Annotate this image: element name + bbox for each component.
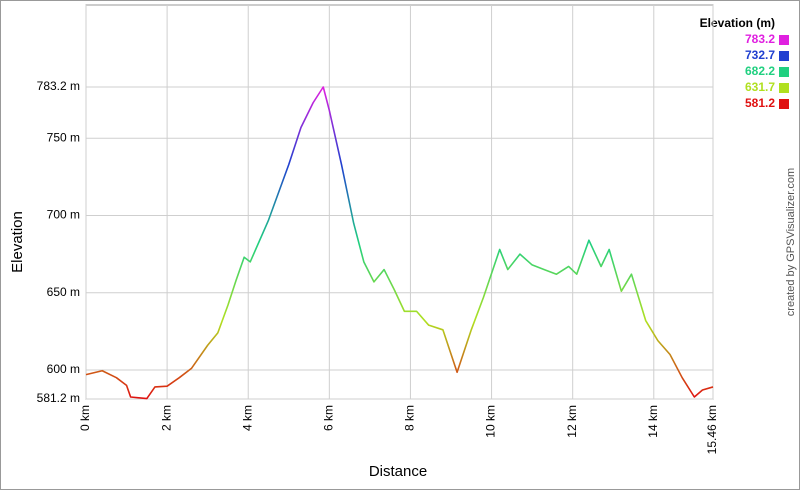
elevation-line: [85, 86, 714, 400]
legend-swatch: [779, 83, 789, 93]
y-tick-label: 750 m: [47, 130, 80, 144]
x-tick-label: 0 km: [78, 405, 92, 431]
y-tick-label: 650 m: [47, 285, 80, 299]
legend-value: 783.2: [745, 32, 775, 46]
legend-swatch: [779, 35, 789, 45]
legend-swatch: [779, 67, 789, 77]
watermark: created by GPSVisualizer.com: [785, 168, 797, 316]
x-tick-label: 6 km: [322, 405, 336, 431]
legend-swatch: [779, 51, 789, 61]
x-tick-label: 12 km: [565, 405, 579, 438]
x-tick-label: 8 km: [403, 405, 417, 431]
x-tick-label: 10 km: [484, 405, 498, 438]
legend-title: Elevation (m): [700, 16, 775, 30]
legend-value: 581.2: [745, 96, 775, 110]
y-axis-title: Elevation: [9, 211, 26, 273]
legend-value: 682.2: [745, 64, 775, 78]
y-tick-label: 581.2 m: [37, 391, 80, 405]
x-tick-label: 2 km: [159, 405, 173, 431]
x-axis-title: Distance: [369, 463, 427, 480]
y-tick-label: 600 m: [47, 362, 80, 376]
x-tick-label: 4 km: [240, 405, 254, 431]
legend-value: 732.7: [745, 48, 775, 62]
x-tick-label: 14 km: [646, 405, 660, 438]
y-tick-label: 700 m: [47, 208, 80, 222]
legend-swatch: [779, 99, 789, 109]
y-tick-label: 783.2 m: [37, 79, 80, 93]
plot-frame: [85, 4, 714, 400]
x-tick-label: 15.46 km: [705, 405, 719, 454]
legend-value: 631.7: [745, 80, 775, 94]
